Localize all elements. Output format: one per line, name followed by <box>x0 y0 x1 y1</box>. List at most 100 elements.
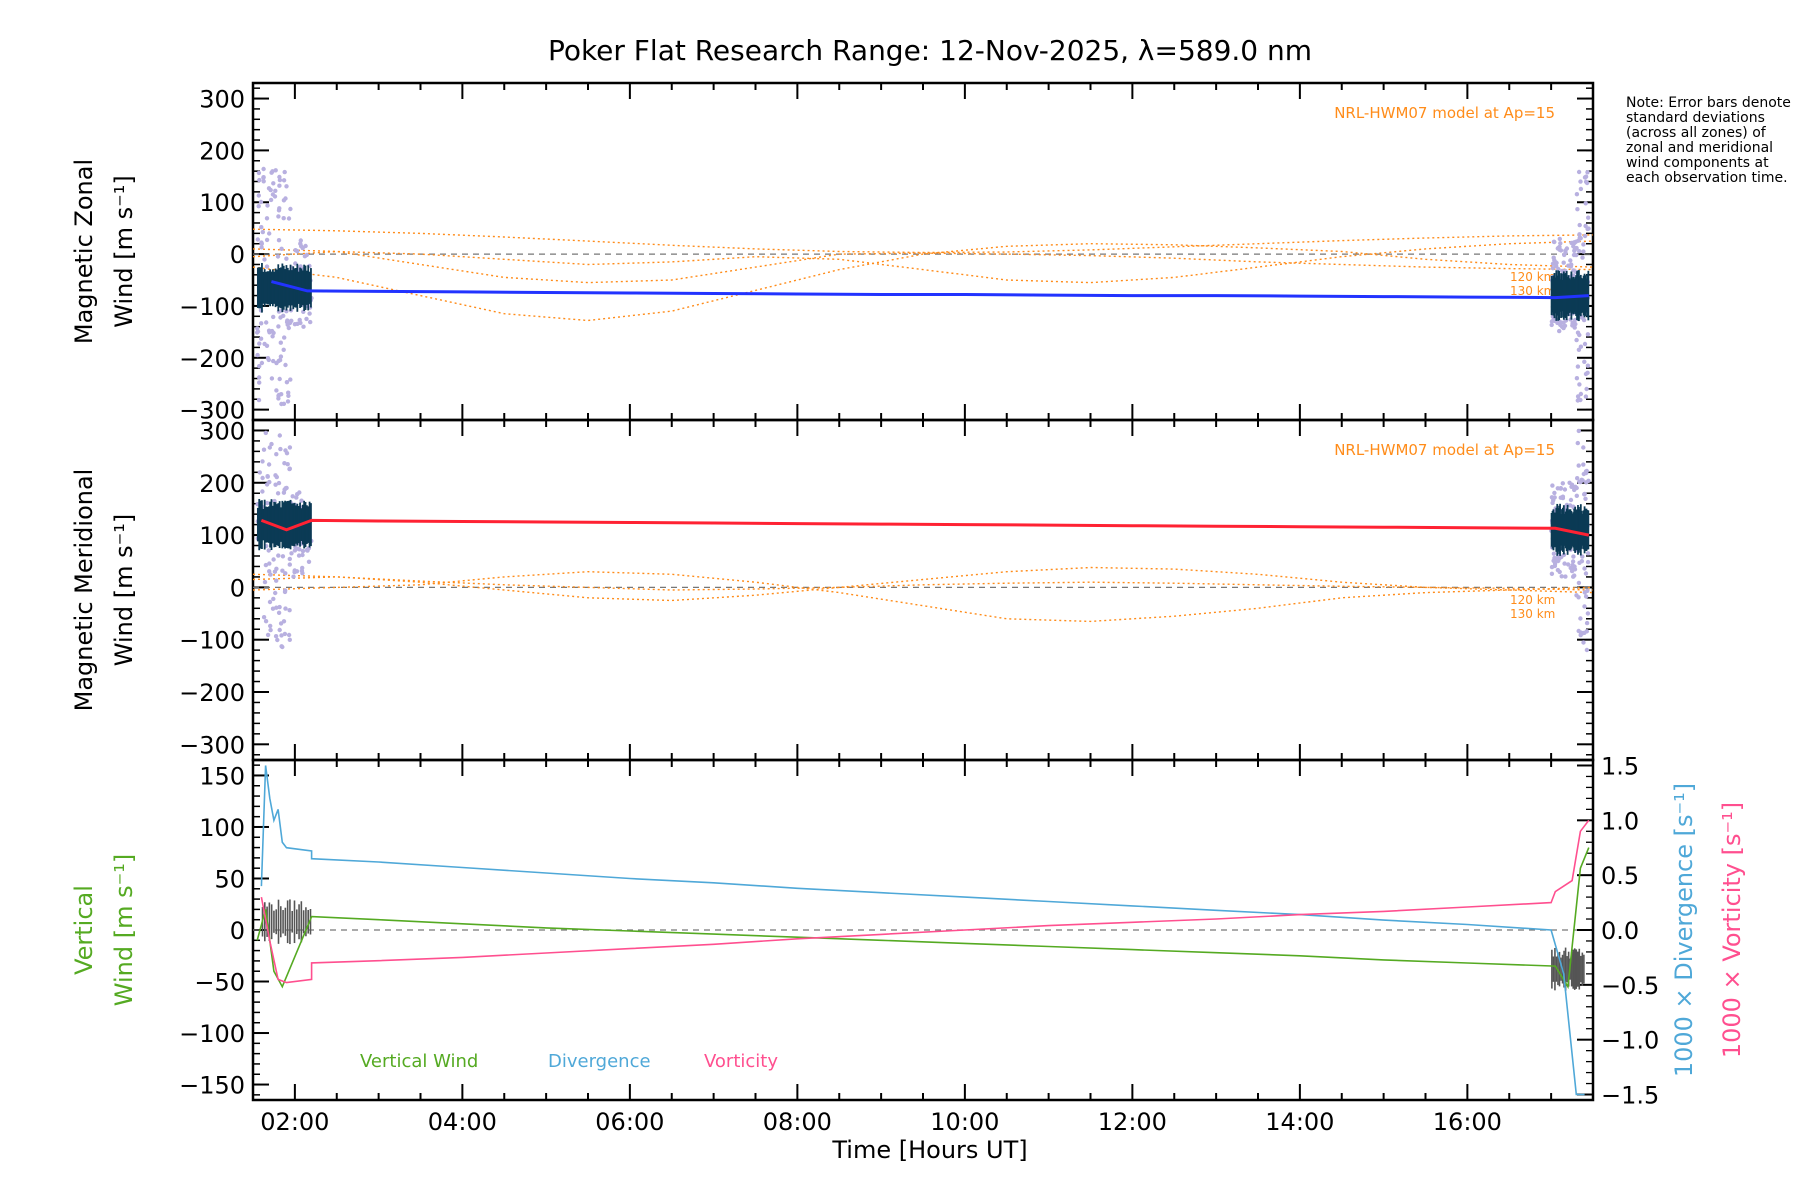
zone-point <box>1585 332 1591 337</box>
zone-point <box>274 605 279 610</box>
y-tick-label: −200 <box>179 679 245 707</box>
zone-point <box>276 480 282 486</box>
zone-point <box>282 335 287 340</box>
x-axis-label: Time [Hours UT] <box>831 1136 1027 1164</box>
zone-point <box>1585 363 1591 368</box>
zone-point <box>1572 325 1577 330</box>
zone-point <box>304 252 309 258</box>
zone-point <box>264 320 269 325</box>
y-tick-label: 0 <box>230 241 245 269</box>
zone-point <box>255 326 260 331</box>
zone-point <box>1582 491 1587 497</box>
zone-point <box>1570 559 1576 564</box>
y-tick-label: −100 <box>179 627 245 655</box>
zone-point <box>1550 500 1555 506</box>
zone-point <box>1562 561 1567 566</box>
zone-point <box>287 637 292 642</box>
zone-point <box>1576 428 1582 434</box>
zone-point <box>258 199 264 205</box>
legend-entry: Vorticity <box>704 1051 778 1072</box>
zone-point <box>289 551 294 556</box>
zone-point <box>285 462 290 467</box>
altitude-label: 130 km <box>1510 607 1555 621</box>
zone-point <box>307 311 312 316</box>
zone-point <box>1561 260 1566 265</box>
zone-point <box>257 341 262 346</box>
zone-point <box>284 256 289 261</box>
zone-point <box>1580 255 1585 260</box>
zone-point <box>1566 562 1571 567</box>
zone-point <box>274 474 279 480</box>
zone-point <box>1582 604 1587 609</box>
zone-point <box>1551 239 1557 244</box>
zone-point <box>273 168 278 173</box>
zone-point <box>297 490 302 495</box>
plot-frame <box>251 418 1595 762</box>
zone-point <box>1550 261 1556 266</box>
zone-point <box>296 553 302 558</box>
model-label: NRL-HWM07 model at Ap=15 <box>1334 441 1555 459</box>
zone-point <box>1585 588 1590 594</box>
y2-label-vorticity: 1000 × Vorticity [s⁻¹] <box>1718 802 1746 1058</box>
zone-point <box>276 214 281 219</box>
zone-point <box>301 324 306 329</box>
zone-point <box>1581 640 1586 645</box>
zone-point <box>283 606 288 611</box>
y-tick-label: 150 <box>199 762 245 790</box>
zone-point <box>1552 490 1557 496</box>
zone-point <box>1557 244 1562 250</box>
zone-point <box>256 204 261 209</box>
zone-point <box>282 169 287 175</box>
zone-point <box>1574 192 1580 197</box>
y-tick-label: 200 <box>199 137 245 165</box>
zone-point <box>287 445 293 450</box>
zone-point <box>1577 222 1582 228</box>
zone-point <box>1583 496 1588 501</box>
chart-title: Poker Flat Research Range: 12-Nov-2025, … <box>548 34 1312 67</box>
zone-point <box>294 495 299 500</box>
zone-point <box>1583 174 1589 179</box>
zone-point <box>256 375 262 380</box>
zone-point <box>1579 559 1585 564</box>
zone-point <box>1581 317 1587 323</box>
zone-point <box>265 500 270 506</box>
zone-point <box>295 321 300 326</box>
zone-point <box>277 376 282 382</box>
model-curve <box>252 248 1594 284</box>
zone-point <box>282 487 287 492</box>
zone-point <box>278 354 284 359</box>
y2-tick-label: 1.5 <box>1601 752 1639 780</box>
model-curve <box>252 228 1594 254</box>
zone-point <box>269 376 275 381</box>
zone-point <box>279 644 284 649</box>
zone-point <box>261 447 267 452</box>
zone-point <box>256 170 262 176</box>
zone-point <box>268 572 273 577</box>
zone-point <box>259 360 265 366</box>
zone-point <box>276 610 282 615</box>
zone-point <box>297 317 302 323</box>
zone-point <box>265 203 270 208</box>
zone-point <box>276 324 281 329</box>
zone-point <box>1578 344 1584 349</box>
zone-point <box>1577 382 1582 387</box>
vorticity-line <box>260 819 1590 984</box>
zone-point <box>267 479 272 485</box>
zone-point <box>1571 244 1576 249</box>
panel-zonal: −300 −200 −100 0 100 200 300 Magnetic Zonal Wind… <box>70 81 1595 425</box>
zone-point <box>277 433 282 438</box>
zone-point <box>292 548 298 553</box>
zone-point <box>280 554 286 559</box>
zone-point <box>292 569 297 575</box>
zone-point <box>261 175 266 180</box>
zone-point <box>1578 391 1584 397</box>
zone-point <box>273 482 278 487</box>
zone-point <box>274 452 279 457</box>
zone-point <box>268 623 273 629</box>
zone-point <box>267 330 272 335</box>
zone-point <box>274 360 279 366</box>
zone-point <box>278 621 284 626</box>
zone-point <box>293 248 298 253</box>
zone-point <box>276 553 281 558</box>
zone-point <box>1572 247 1578 252</box>
